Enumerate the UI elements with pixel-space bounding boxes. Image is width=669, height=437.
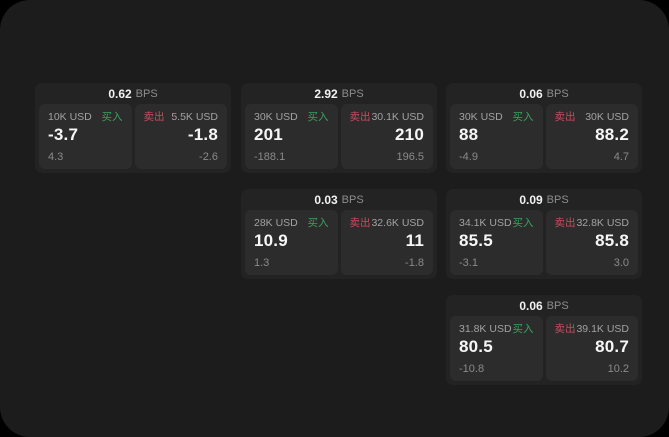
- buy-price: 10.9: [254, 231, 288, 250]
- buy-quote-panel[interactable]: 30K USD 买入 88 -4.9: [450, 104, 543, 169]
- sell-tag: 卖出: [554, 217, 576, 229]
- sell-delta: 3.0: [613, 257, 629, 269]
- quote-card: 2.92 BPS 30K USD 买入 201 -188.1 卖出 30.1K …: [241, 83, 437, 173]
- bps-value: 0.03: [314, 192, 338, 207]
- buy-delta: 4.3: [48, 151, 64, 163]
- buy-amount: 30K USD: [254, 111, 298, 123]
- bps-unit-label: BPS: [546, 299, 569, 312]
- sell-delta: -2.6: [199, 151, 218, 163]
- buy-delta: 1.3: [254, 257, 270, 269]
- sell-tag: 卖出: [554, 111, 576, 123]
- buy-price: 201: [254, 125, 283, 144]
- card-header: 0.06 BPS: [446, 295, 642, 316]
- buy-amount: 28K USD: [254, 217, 298, 229]
- card-header: 0.09 BPS: [446, 189, 642, 210]
- sell-tag: 卖出: [349, 111, 371, 123]
- buy-amount: 34.1K USD: [459, 217, 512, 229]
- quote-card: 0.06 BPS 30K USD 买入 88 -4.9 卖出 30K USD: [446, 83, 642, 173]
- buy-delta: -10.8: [459, 363, 485, 375]
- card-header: 0.62 BPS: [35, 83, 231, 104]
- card-body: 28K USD 买入 10.9 1.3 卖出 32.6K USD 11 -1.8: [241, 210, 437, 279]
- sell-tag: 卖出: [349, 217, 371, 229]
- buy-amount: 10K USD: [48, 111, 92, 123]
- bps-unit-label: BPS: [546, 87, 569, 100]
- sell-tag: 卖出: [143, 111, 165, 123]
- card-header: 0.03 BPS: [241, 189, 437, 210]
- sell-delta: 10.2: [607, 363, 629, 375]
- bps-value: 0.06: [519, 86, 543, 101]
- buy-quote-panel[interactable]: 30K USD 买入 201 -188.1: [245, 104, 338, 169]
- bps-unit-label: BPS: [135, 87, 158, 100]
- buy-delta: -3.1: [459, 257, 478, 269]
- buy-tag: 买入: [101, 111, 123, 123]
- card-header: 0.06 BPS: [446, 83, 642, 104]
- card-body: 31.8K USD 买入 80.5 -10.8 卖出 39.1K USD 80.…: [446, 316, 642, 385]
- sell-tag: 卖出: [554, 323, 576, 335]
- sell-quote-panel[interactable]: 卖出 39.1K USD 80.7 10.2: [545, 316, 638, 381]
- bps-unit-label: BPS: [546, 193, 569, 206]
- card-body: 30K USD 买入 201 -188.1 卖出 30.1K USD 210 1…: [241, 104, 437, 173]
- sell-delta: -1.8: [405, 257, 424, 269]
- sell-quote-panel[interactable]: 卖出 32.8K USD 85.8 3.0: [545, 210, 638, 275]
- sell-quote-panel[interactable]: 卖出 30K USD 88.2 4.7: [545, 104, 638, 169]
- buy-delta: -188.1: [254, 151, 286, 163]
- sell-amount: 32.8K USD: [576, 217, 629, 229]
- buy-price: 85.5: [459, 231, 493, 250]
- sell-price: 11: [405, 231, 424, 250]
- buy-price: 88: [459, 125, 479, 144]
- buy-tag: 买入: [307, 217, 329, 229]
- buy-delta: -4.9: [459, 151, 478, 163]
- sell-amount: 5.5K USD: [171, 111, 218, 123]
- buy-tag: 买入: [307, 111, 329, 123]
- buy-tag: 买入: [512, 323, 534, 335]
- sell-quote-panel[interactable]: 卖出 5.5K USD -1.8 -2.6: [134, 104, 227, 169]
- buy-price: -3.7: [48, 125, 79, 144]
- buy-quote-panel[interactable]: 34.1K USD 买入 85.5 -3.1: [450, 210, 543, 275]
- sell-amount: 30.1K USD: [371, 111, 424, 123]
- sell-delta: 196.5: [396, 151, 424, 163]
- buy-price: 80.5: [459, 337, 493, 356]
- card-body: 34.1K USD 买入 85.5 -3.1 卖出 32.8K USD 85.8…: [446, 210, 642, 279]
- bps-value: 0.62: [108, 86, 132, 101]
- card-body: 30K USD 买入 88 -4.9 卖出 30K USD 88.2 4.7: [446, 104, 642, 173]
- sell-price: -1.8: [187, 125, 218, 144]
- buy-quote-panel[interactable]: 31.8K USD 买入 80.5 -10.8: [450, 316, 543, 381]
- bps-value: 0.09: [519, 192, 543, 207]
- buy-tag: 买入: [512, 111, 534, 123]
- buy-amount: 31.8K USD: [459, 323, 512, 335]
- bps-value: 0.06: [519, 298, 543, 313]
- sell-price: 210: [395, 125, 424, 144]
- sell-quote-panel[interactable]: 卖出 30.1K USD 210 196.5: [340, 104, 433, 169]
- bps-unit-label: BPS: [341, 87, 364, 100]
- sell-amount: 32.6K USD: [371, 217, 424, 229]
- buy-quote-panel[interactable]: 10K USD 买入 -3.7 4.3: [39, 104, 132, 169]
- buy-quote-panel[interactable]: 28K USD 买入 10.9 1.3: [245, 210, 338, 275]
- buy-amount: 30K USD: [459, 111, 503, 123]
- sell-price: 88.2: [595, 125, 629, 144]
- card-body: 10K USD 买入 -3.7 4.3 卖出 5.5K USD -1.8 -2.…: [35, 104, 231, 173]
- buy-tag: 买入: [512, 217, 534, 229]
- quote-card: 0.06 BPS 31.8K USD 买入 80.5 -10.8 卖出 39.1…: [446, 295, 642, 385]
- card-header: 2.92 BPS: [241, 83, 437, 104]
- quote-card: 0.03 BPS 28K USD 买入 10.9 1.3 卖出 32.6K US…: [241, 189, 437, 279]
- bps-value: 2.92: [314, 86, 338, 101]
- bps-unit-label: BPS: [341, 193, 364, 206]
- sell-delta: 4.7: [613, 151, 629, 163]
- quote-card: 0.09 BPS 34.1K USD 买入 85.5 -3.1 卖出 32.8K…: [446, 189, 642, 279]
- quote-card: 0.62 BPS 10K USD 买入 -3.7 4.3 卖出 5.5K USD: [35, 83, 231, 173]
- sell-amount: 30K USD: [585, 111, 629, 123]
- sell-amount: 39.1K USD: [576, 323, 629, 335]
- sell-price: 80.7: [595, 337, 629, 356]
- sell-quote-panel[interactable]: 卖出 32.6K USD 11 -1.8: [340, 210, 433, 275]
- sell-price: 85.8: [595, 231, 629, 250]
